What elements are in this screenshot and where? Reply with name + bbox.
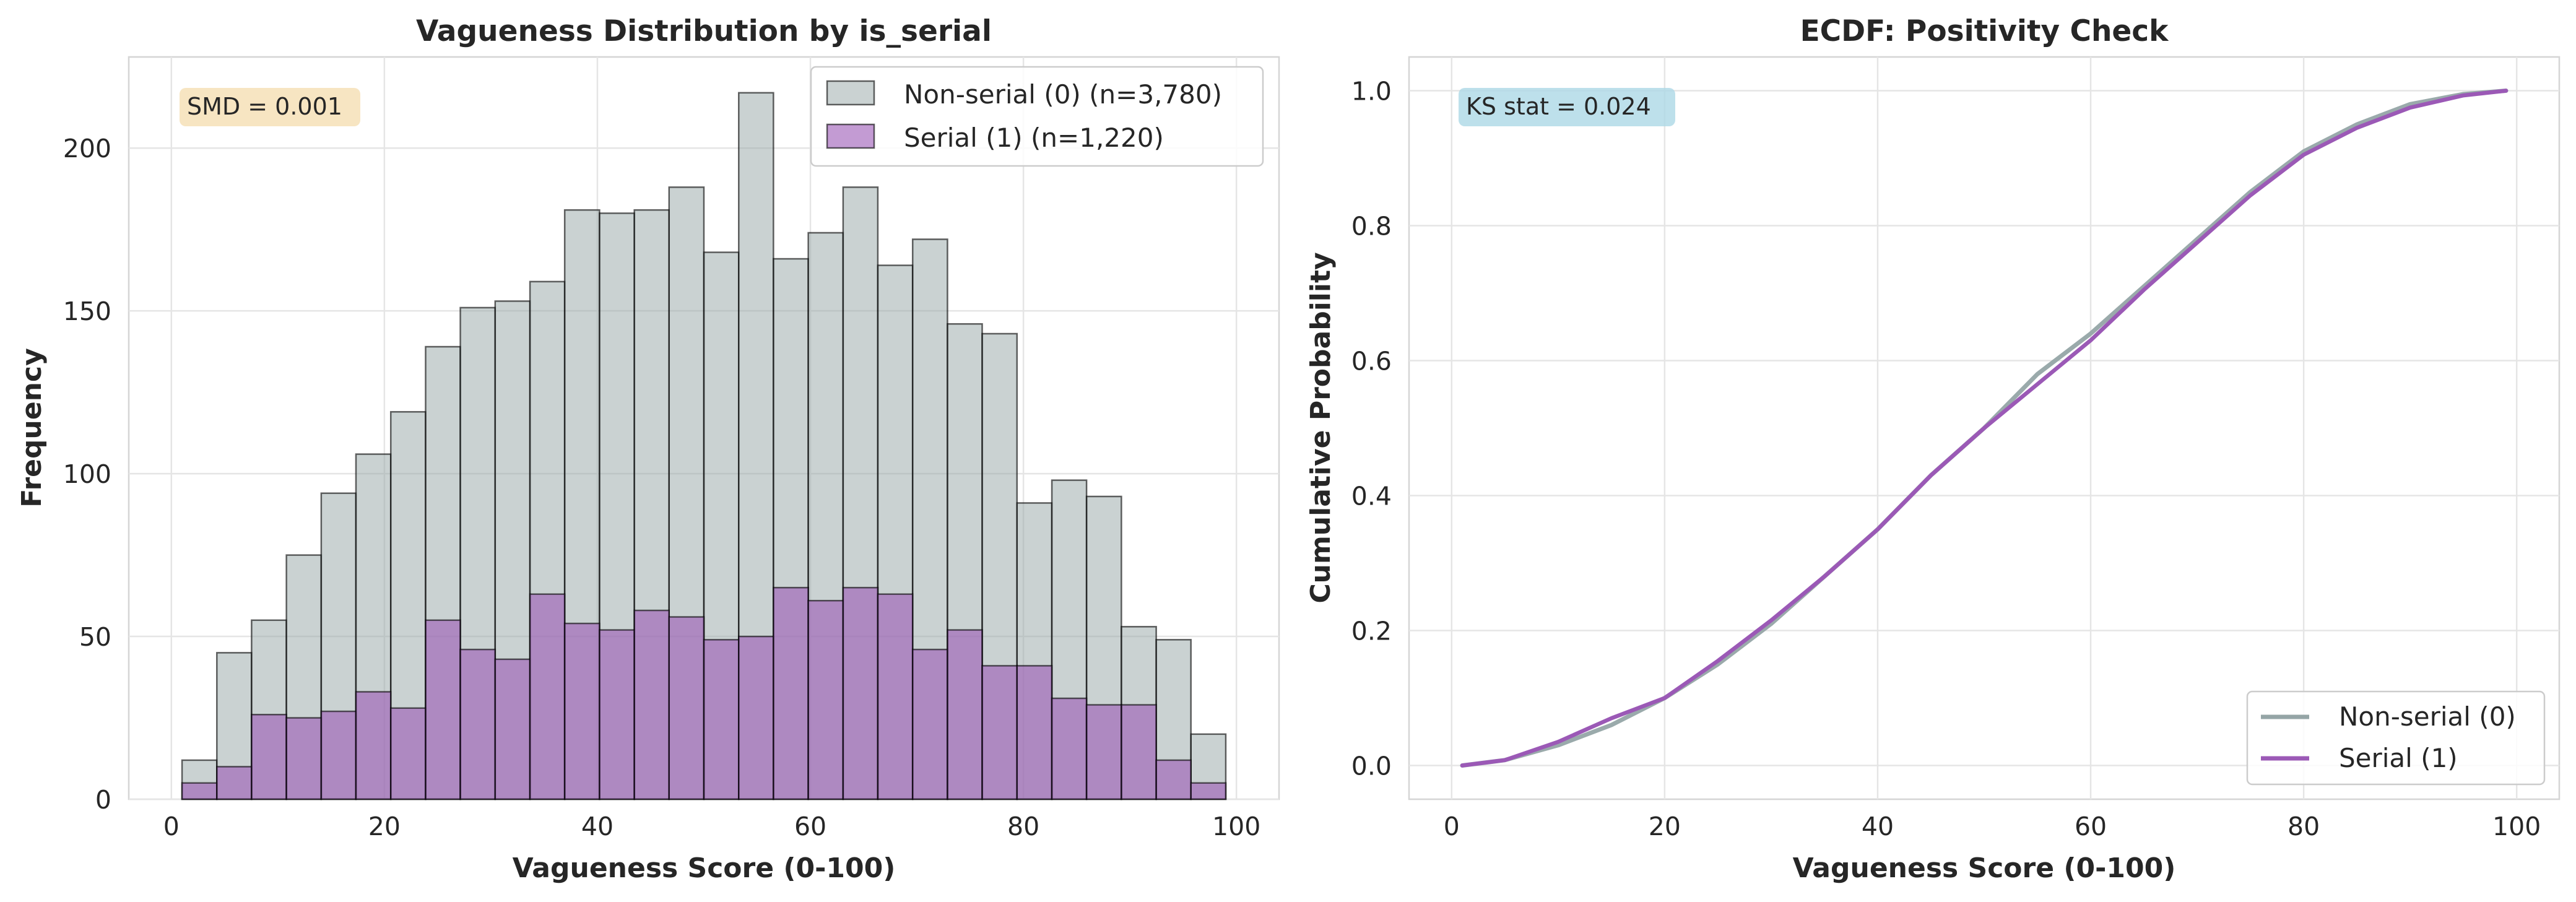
histogram-x-tick-label: 80	[1007, 812, 1039, 841]
histogram-title: Vagueness Distribution by is_serial	[416, 14, 992, 48]
bar-serial	[181, 782, 218, 800]
ecdf-lines	[1460, 89, 2509, 768]
bar-serial	[599, 629, 635, 800]
bar-serial	[877, 593, 914, 800]
legend-label-serial: Serial (1) (n=1,220)	[904, 123, 1164, 153]
bar-serial	[1155, 759, 1192, 800]
histogram-y-tick-label: 100	[63, 459, 111, 489]
ecdf-panel: 0 20 40 60 80 100 0.0 0.2 0.4 0.6 0.8 1.0 ECDF: Po…	[1305, 14, 2561, 884]
histogram-panel: 0 20 40 60 80 100 0 50 100 150 200 Vagueness Dist…	[16, 14, 1280, 884]
ecdf-x-tick-label: 0	[1444, 812, 1460, 841]
histogram-legend: Non-serial (0) (n=3,780) Serial (1) (n=1…	[810, 66, 1264, 167]
histogram-x-tick-label: 20	[368, 812, 401, 841]
smd-annotation-bg	[180, 88, 360, 126]
bar-serial	[981, 665, 1018, 800]
legend-label-non-serial: Non-serial (0) (n=3,780)	[904, 79, 1222, 110]
legend-label-ecdf-serial: Serial (1)	[2339, 743, 2458, 773]
bar-serial	[738, 635, 774, 800]
ecdf-y-ticks: 0.0 0.2 0.4 0.6 0.8 1.0	[1351, 77, 1392, 781]
ecdf-y-tick-label: 0.8	[1351, 212, 1392, 241]
ecdf-x-ticks: 0 20 40 60 80 100	[1444, 812, 2541, 841]
ks-annotation-bg	[1459, 88, 1675, 126]
bar-serial	[216, 766, 253, 800]
legend-swatch-non-serial	[826, 80, 875, 106]
bar-serial	[703, 639, 740, 800]
bar-serial	[1051, 697, 1088, 800]
bar-serial	[563, 622, 601, 800]
bar-serial	[529, 593, 566, 800]
ecdf-y-tick-label: 0.6	[1351, 347, 1392, 376]
ecdf-y-axis-label: Cumulative Probability	[1305, 252, 1337, 603]
histogram-y-tick-label: 0	[95, 785, 111, 815]
ecdf-annotation-box: KS stat = 0.024	[1459, 88, 1675, 126]
bar-serial	[425, 619, 461, 800]
histogram-annotation-box: SMD = 0.001	[180, 88, 360, 126]
smd-annotation: SMD = 0.001	[187, 93, 342, 120]
bar-serial	[459, 648, 497, 800]
histogram-y-tick-label: 50	[79, 622, 111, 652]
histogram-x-ticks: 0 20 40 60 80 100	[163, 812, 1261, 841]
ecdf-legend-frame	[2246, 690, 2546, 786]
bar-serial	[633, 609, 670, 800]
ecdf-y-tick-label: 0.0	[1351, 752, 1392, 781]
ecdf-x-tick-label: 60	[2075, 812, 2107, 841]
histogram-x-tick-label: 40	[581, 812, 614, 841]
histogram-x-axis-label: Vagueness Score (0-100)	[513, 852, 896, 884]
bar-serial	[911, 648, 948, 800]
ecdf-x-tick-label: 80	[2288, 812, 2320, 841]
legend-label-ecdf-non-serial: Non-serial (0)	[2339, 701, 2516, 732]
ecdf-x-tick-label: 100	[2492, 812, 2541, 841]
bar-serial	[947, 629, 983, 800]
ecdf-y-tick-label: 0.2	[1351, 617, 1392, 646]
histogram-y-axis-label: Frequency	[16, 348, 48, 508]
bar-serial	[1121, 704, 1157, 800]
bar-serial	[285, 717, 323, 800]
ecdf-x-tick-label: 20	[1649, 812, 1681, 841]
ecdf-x-tick-label: 40	[1862, 812, 1894, 841]
bar-serial	[807, 599, 844, 800]
bar-serial	[320, 710, 357, 800]
bar-serial	[1016, 665, 1053, 800]
ecdf-y-tick-label: 0.4	[1351, 482, 1392, 511]
bar-serial	[251, 714, 287, 800]
histogram-bars	[181, 92, 1227, 800]
histogram-y-ticks: 0 50 100 150 200	[63, 134, 111, 815]
bar-serial	[1085, 704, 1122, 800]
bar-serial	[389, 707, 427, 800]
ecdf-line-serial	[1460, 89, 2509, 768]
histogram-legend-frame	[810, 66, 1264, 167]
ecdf-title: ECDF: Positivity Check	[1800, 14, 2170, 48]
bar-serial	[1190, 782, 1227, 800]
histogram-x-tick-label: 100	[1212, 812, 1260, 841]
legend-swatch-serial	[826, 123, 875, 149]
bar-serial	[668, 616, 705, 800]
bar-serial	[773, 586, 809, 800]
ecdf-y-tick-label: 1.0	[1351, 77, 1392, 106]
ks-annotation: KS stat = 0.024	[1466, 93, 1651, 120]
bar-serial	[494, 658, 531, 800]
ecdf-legend: Non-serial (0) Serial (1)	[2246, 690, 2546, 786]
bar-serial	[842, 586, 879, 800]
ecdf-x-axis-label: Vagueness Score (0-100)	[1793, 852, 2176, 884]
histogram-x-tick-label: 60	[794, 812, 826, 841]
histogram-x-tick-label: 0	[163, 812, 180, 841]
histogram-y-tick-label: 150	[63, 297, 111, 326]
histogram-y-tick-label: 200	[63, 134, 111, 163]
bar-serial	[355, 691, 392, 800]
